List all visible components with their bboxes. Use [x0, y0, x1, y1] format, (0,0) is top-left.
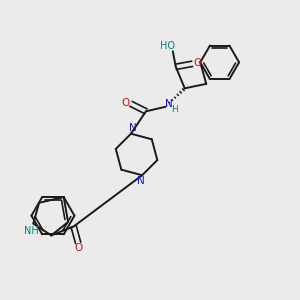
Text: H: H: [172, 105, 178, 114]
Text: N: N: [137, 176, 145, 186]
Text: O: O: [75, 243, 83, 253]
Text: O: O: [122, 98, 130, 108]
Text: O: O: [194, 58, 202, 68]
Text: HO: HO: [160, 41, 175, 51]
Text: NH: NH: [25, 226, 39, 236]
Text: N: N: [129, 123, 136, 133]
Text: N: N: [165, 99, 173, 109]
